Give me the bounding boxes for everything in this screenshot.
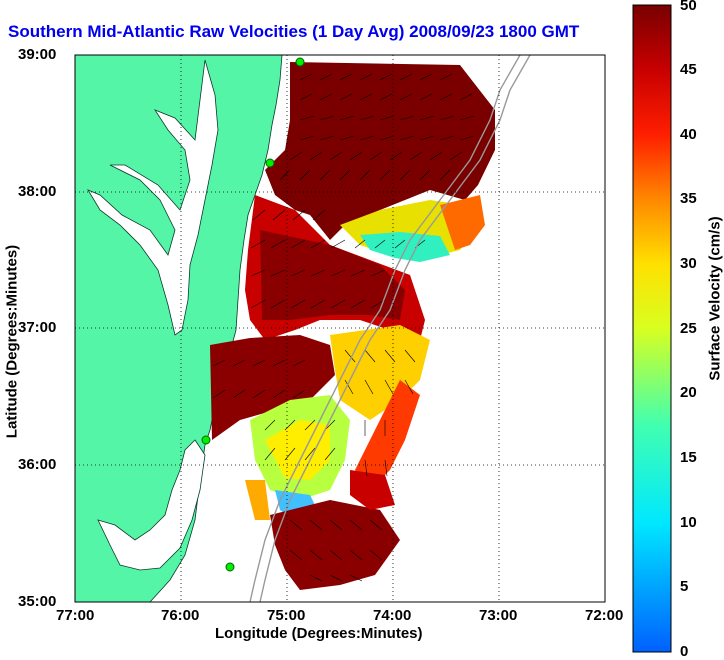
bathymetry-contour [249, 55, 521, 602]
map-title: Southern Mid-Atlantic Raw Velocities (1 … [8, 22, 580, 41]
colorbar [632, 4, 672, 653]
chesapeake-bay [87, 59, 219, 336]
y-axis-label: Latitude (Degrees:Minutes) [3, 244, 21, 439]
velocity-field [210, 62, 495, 590]
bathymetry-contour [259, 55, 531, 602]
station-marker [295, 57, 305, 67]
colorbar-tick: 35 [680, 190, 697, 207]
grid [75, 55, 605, 602]
x-tick: 72:00 [585, 607, 624, 624]
velocity-arrows [212, 73, 475, 582]
station-marker [225, 562, 235, 572]
colorbar-tick: 50 [680, 0, 697, 14]
colorbar-tick: 15 [680, 449, 697, 466]
colorbar-tick: 10 [680, 514, 697, 531]
y-tick: 38:00 [18, 183, 57, 200]
colorbar-tick: 0 [680, 643, 689, 660]
station-marker [265, 158, 275, 168]
colorbar-tick: 25 [680, 320, 697, 337]
x-tick: 73:00 [479, 607, 518, 624]
x-tick: 77:00 [56, 607, 95, 624]
y-tick: 39:00 [18, 46, 57, 63]
y-tick: 37:00 [18, 319, 57, 336]
x-tick: 76:00 [161, 607, 200, 624]
pamlico-sound [97, 439, 206, 571]
station-marker [201, 435, 211, 445]
x-tick: 74:00 [373, 607, 412, 624]
colorbar-label: Surface Velocity (cm/s) [706, 216, 724, 381]
title-overlap [600, 20, 630, 46]
x-axis-label: Longitude (Degrees:Minutes) [215, 625, 423, 642]
colorbar-tick: 45 [680, 61, 697, 78]
colorbar-tick: 20 [680, 384, 697, 401]
colorbar-tick: 40 [680, 126, 697, 143]
x-tick: 75:00 [267, 607, 306, 624]
y-tick: 36:00 [18, 456, 57, 473]
colorbar-tick: 30 [680, 255, 697, 272]
colorbar-tick: 5 [680, 578, 689, 595]
y-tick: 35:00 [18, 593, 57, 610]
